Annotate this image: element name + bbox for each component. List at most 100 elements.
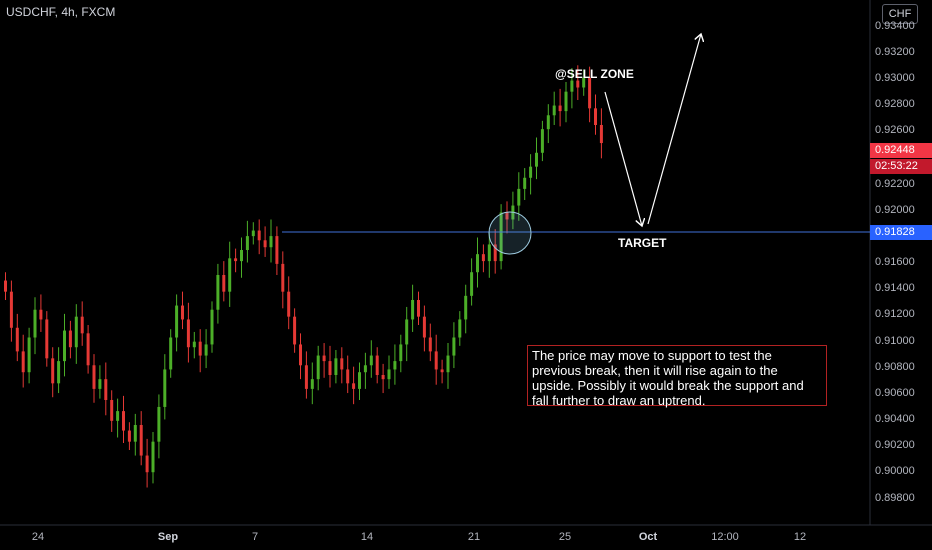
support-price-tag[interactable]: 0.91828 (870, 225, 932, 240)
symbol-title[interactable]: USDCHF, 4h, FXCM (6, 5, 116, 19)
candle-body[interactable] (116, 411, 120, 421)
candle-body[interactable] (45, 319, 49, 359)
candle-body[interactable] (198, 341, 202, 356)
candle-body[interactable] (98, 379, 102, 389)
candle-body[interactable] (186, 319, 190, 348)
candle-body[interactable] (417, 300, 420, 317)
candle-body[interactable] (499, 212, 503, 262)
candle-body[interactable] (151, 441, 155, 473)
candle-body[interactable] (576, 80, 580, 88)
candle-body[interactable] (21, 351, 25, 373)
candle-body[interactable] (387, 369, 391, 380)
candle-body[interactable] (487, 244, 491, 262)
candle-body[interactable] (145, 455, 149, 473)
candle-body[interactable] (428, 337, 432, 352)
candle-body[interactable] (546, 115, 550, 130)
candle-body[interactable] (464, 295, 468, 320)
candle-body[interactable] (110, 400, 114, 421)
candle-body[interactable] (257, 230, 261, 241)
candle-body[interactable] (204, 344, 208, 356)
candle-body[interactable] (92, 365, 96, 389)
candle-body[interactable] (352, 383, 356, 389)
candle-body[interactable] (163, 369, 167, 407)
candle-body[interactable] (481, 254, 485, 262)
last-price-tag[interactable]: 0.92448 (870, 143, 932, 158)
candle-body[interactable] (157, 406, 161, 442)
candle-body[interactable] (375, 355, 379, 375)
candle-body[interactable] (334, 358, 338, 375)
candle-body[interactable] (411, 300, 415, 320)
analysis-note[interactable]: The price may move to support to test th… (527, 345, 827, 408)
candle-body[interactable] (251, 230, 255, 237)
candle-body[interactable] (594, 108, 597, 125)
candle-body[interactable] (505, 212, 509, 220)
candle-body[interactable] (281, 263, 285, 292)
candle-body[interactable] (9, 291, 13, 328)
down-arrow[interactable] (604, 91, 642, 226)
candle-body[interactable] (15, 327, 19, 352)
candle-body[interactable] (86, 333, 90, 366)
candle-body[interactable] (169, 337, 173, 370)
candle-body[interactable] (181, 305, 184, 320)
candle-body[interactable] (540, 129, 544, 153)
candle-body[interactable] (434, 351, 438, 370)
candle-body[interactable] (39, 309, 43, 320)
candle-body[interactable] (139, 425, 143, 456)
candle-body[interactable] (493, 244, 497, 262)
candle-body[interactable] (216, 275, 220, 310)
candle-body[interactable] (133, 425, 137, 442)
candle-body[interactable] (57, 361, 61, 384)
candle-body[interactable] (440, 369, 444, 373)
candle-body[interactable] (363, 365, 367, 373)
candle-body[interactable] (245, 236, 249, 250)
candle-body[interactable] (122, 411, 125, 431)
candle-body[interactable] (68, 330, 72, 348)
candle-body[interactable] (275, 236, 279, 264)
candle-body[interactable] (222, 275, 226, 292)
candle-body[interactable] (240, 250, 243, 262)
sell-zone-label[interactable]: @SELL ZONE (555, 67, 634, 81)
candle-body[interactable] (588, 77, 592, 109)
candle-body[interactable] (322, 355, 326, 362)
candle-body[interactable] (446, 355, 450, 373)
up-arrow[interactable] (647, 34, 701, 225)
candle-body[interactable] (51, 358, 55, 384)
candle-body[interactable] (80, 316, 84, 334)
candle-body[interactable] (263, 240, 267, 248)
candle-body[interactable] (393, 361, 397, 370)
candle-body[interactable] (599, 125, 603, 144)
candle-body[interactable] (234, 258, 238, 262)
candle-body[interactable] (287, 291, 291, 317)
candle-body[interactable] (399, 344, 403, 362)
candle-body[interactable] (192, 341, 196, 348)
candle-body[interactable] (582, 77, 586, 88)
candle-body[interactable] (381, 375, 385, 380)
target-label[interactable]: TARGET (618, 236, 667, 250)
candle-body[interactable] (293, 316, 297, 345)
breakout-circle[interactable] (488, 211, 532, 255)
currency-badge[interactable]: CHF (882, 4, 918, 24)
candle-body[interactable] (33, 309, 37, 338)
candle-body[interactable] (476, 254, 479, 273)
candle-body[interactable] (405, 319, 409, 345)
candle-body[interactable] (4, 280, 7, 292)
candle-body[interactable] (452, 337, 456, 356)
candle-body[interactable] (299, 344, 302, 366)
candle-body[interactable] (358, 372, 361, 389)
candle-body[interactable] (104, 379, 108, 400)
candle-body[interactable] (63, 330, 66, 362)
candle-body[interactable] (310, 379, 314, 389)
candle-body[interactable] (74, 316, 78, 348)
candle-body[interactable] (558, 105, 562, 112)
candle-body[interactable] (570, 80, 574, 92)
candle-body[interactable] (564, 91, 568, 112)
candle-body[interactable] (304, 365, 308, 389)
candle-body[interactable] (27, 337, 31, 373)
candle-body[interactable] (175, 305, 179, 338)
candle-body[interactable] (523, 177, 527, 189)
candle-body[interactable] (269, 236, 273, 248)
candle-body[interactable] (127, 430, 131, 442)
candle-body[interactable] (210, 309, 214, 345)
candle-body[interactable] (346, 369, 350, 384)
